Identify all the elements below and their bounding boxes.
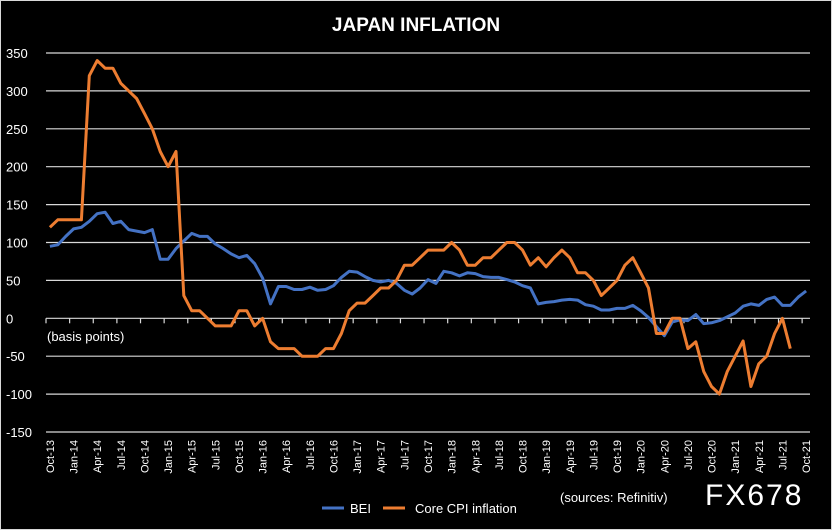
- y-tick-label: 300: [6, 84, 28, 99]
- x-tick-label: Oct-17: [423, 440, 435, 473]
- x-tick-label: Oct-18: [518, 440, 530, 473]
- legend-label: BEI: [350, 501, 371, 516]
- x-tick-label: Jul-14: [116, 440, 128, 470]
- legend-label: Core CPI inflation: [415, 501, 517, 516]
- gridlines: [45, 52, 810, 433]
- x-tick-label: Jul-20: [683, 440, 695, 470]
- x-tick-label: Oct-20: [707, 440, 719, 473]
- y-tick-label: 100: [6, 236, 28, 251]
- x-tick-label: Jul-21: [777, 440, 789, 470]
- x-tick-label: Oct-16: [328, 440, 340, 473]
- x-tick-label: Apr-15: [187, 440, 199, 473]
- y-tick-label: -50: [6, 349, 25, 364]
- series-line-core-cpi: [48, 59, 792, 396]
- x-tick-label: Jan-18: [447, 440, 459, 474]
- x-tick-label: Jan-16: [258, 440, 270, 474]
- x-tick-label: Apr-16: [281, 440, 293, 473]
- y-tick-label: 0: [6, 311, 13, 326]
- x-tick-label: Jul-19: [588, 440, 600, 470]
- y-tick-label: 200: [6, 160, 28, 175]
- x-tick-label: Apr-17: [376, 440, 388, 473]
- legend: BEI Core CPI inflation: [322, 501, 517, 516]
- series-lines: [48, 59, 808, 396]
- x-tick-label: Apr-21: [754, 440, 766, 473]
- y-tick-label: 350: [6, 46, 28, 61]
- y-axis-unit-label: (basis points): [47, 329, 124, 344]
- y-tick-label: 250: [6, 122, 28, 137]
- y-tick-label: 150: [6, 198, 28, 213]
- x-tick-label: Apr-18: [470, 440, 482, 473]
- y-tick-label: -100: [6, 387, 32, 402]
- source-note: (sources: Refinitiv): [560, 490, 668, 505]
- x-tick-label: Oct-21: [801, 440, 813, 473]
- y-tick-label: -150: [6, 425, 32, 440]
- x-tick-label: Oct-19: [612, 440, 624, 473]
- watermark-fx678: FX678: [705, 479, 803, 512]
- y-axis-labels: 350 300 250 200 150 100 50 0 -50 -100 -150: [6, 46, 32, 440]
- x-tick-label: Jul-15: [210, 440, 222, 470]
- x-tick-label: Jan-20: [636, 440, 648, 474]
- x-tick-label: Oct-15: [234, 440, 246, 473]
- x-tick-label: Jan-21: [730, 440, 742, 474]
- x-tick-label: Oct-13: [45, 440, 57, 473]
- x-tick-label: Jan-15: [163, 440, 175, 474]
- chart-title: JAPAN INFLATION: [332, 15, 500, 36]
- x-tick-label: Apr-14: [92, 440, 104, 473]
- x-tick-label: Jan-14: [69, 440, 81, 474]
- y-tick-label: 50: [6, 273, 20, 288]
- x-tick-label: Jul-18: [494, 440, 506, 470]
- x-tick-label: Apr-20: [659, 440, 671, 473]
- x-tick-label: Apr-19: [565, 440, 577, 473]
- x-tick-label: Jul-17: [399, 440, 411, 470]
- x-tick-label: Oct-14: [139, 440, 151, 473]
- x-tick-label: Jan-19: [541, 440, 553, 474]
- x-tick-label: Jul-16: [305, 440, 317, 470]
- x-tick-label: Jan-17: [352, 440, 364, 474]
- x-axis-labels: Oct-13 Jan-14 Apr-14 Jul-14 Oct-14 Jan-15 Apr-…: [45, 440, 813, 474]
